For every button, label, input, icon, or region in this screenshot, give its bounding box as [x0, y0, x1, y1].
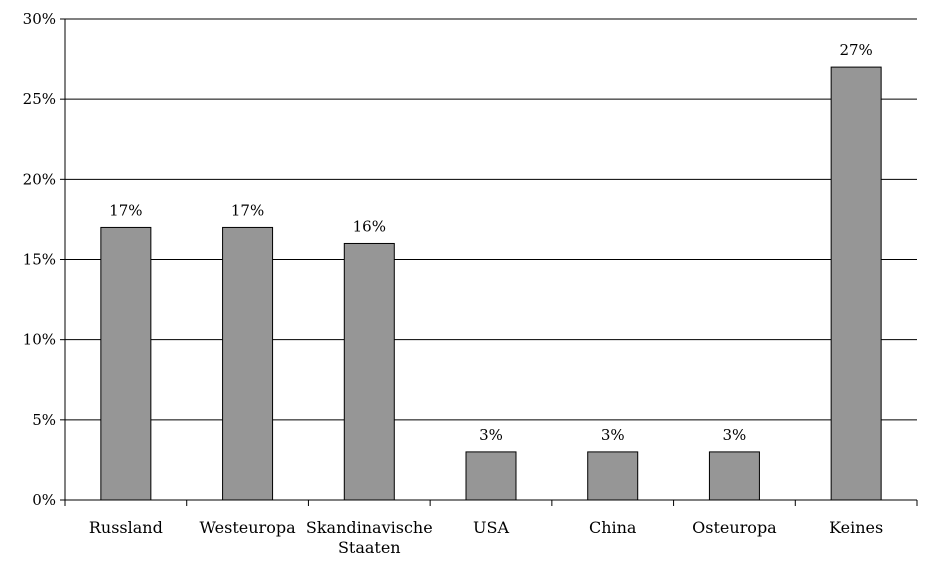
- data-label: 3%: [723, 426, 747, 444]
- x-category-label: USA: [473, 518, 509, 537]
- bars: [100, 66, 882, 501]
- y-tick-label: 25%: [23, 90, 56, 108]
- data-label: 17%: [231, 201, 264, 219]
- x-category-label: Westeuropa: [200, 518, 297, 537]
- y-tick-label: 10%: [23, 331, 56, 349]
- x-category-label: Staaten: [338, 538, 401, 557]
- labels: 0% 5% 10% 15% 20% 25% 30% 17% Russland 17% Westeur…: [23, 10, 884, 557]
- x-category-label: Osteuropa: [692, 518, 777, 537]
- y-tick-label: 5%: [32, 411, 56, 429]
- data-label: 16%: [353, 217, 386, 235]
- bar: [830, 66, 882, 501]
- y-tick-label: 20%: [23, 170, 56, 188]
- y-tick-label: 0%: [32, 491, 56, 509]
- bar: [100, 226, 152, 501]
- bar: [708, 451, 760, 501]
- bar: [465, 451, 517, 501]
- gridlines: [65, 18, 917, 421]
- y-tick-label: 30%: [23, 10, 56, 28]
- bar: [587, 451, 639, 501]
- data-label: 3%: [479, 426, 503, 444]
- x-category-label: China: [589, 518, 637, 537]
- data-label: 27%: [839, 41, 872, 59]
- y-tick-label: 15%: [23, 251, 56, 269]
- x-category-label: Russland: [89, 518, 163, 537]
- bar: [222, 226, 274, 501]
- x-category-label: Keines: [829, 518, 883, 537]
- data-label: 3%: [601, 426, 625, 444]
- x-category-label: Skandinavische: [306, 518, 433, 537]
- data-label: 17%: [109, 201, 142, 219]
- bar: [343, 242, 395, 501]
- axes: [60, 18, 918, 506]
